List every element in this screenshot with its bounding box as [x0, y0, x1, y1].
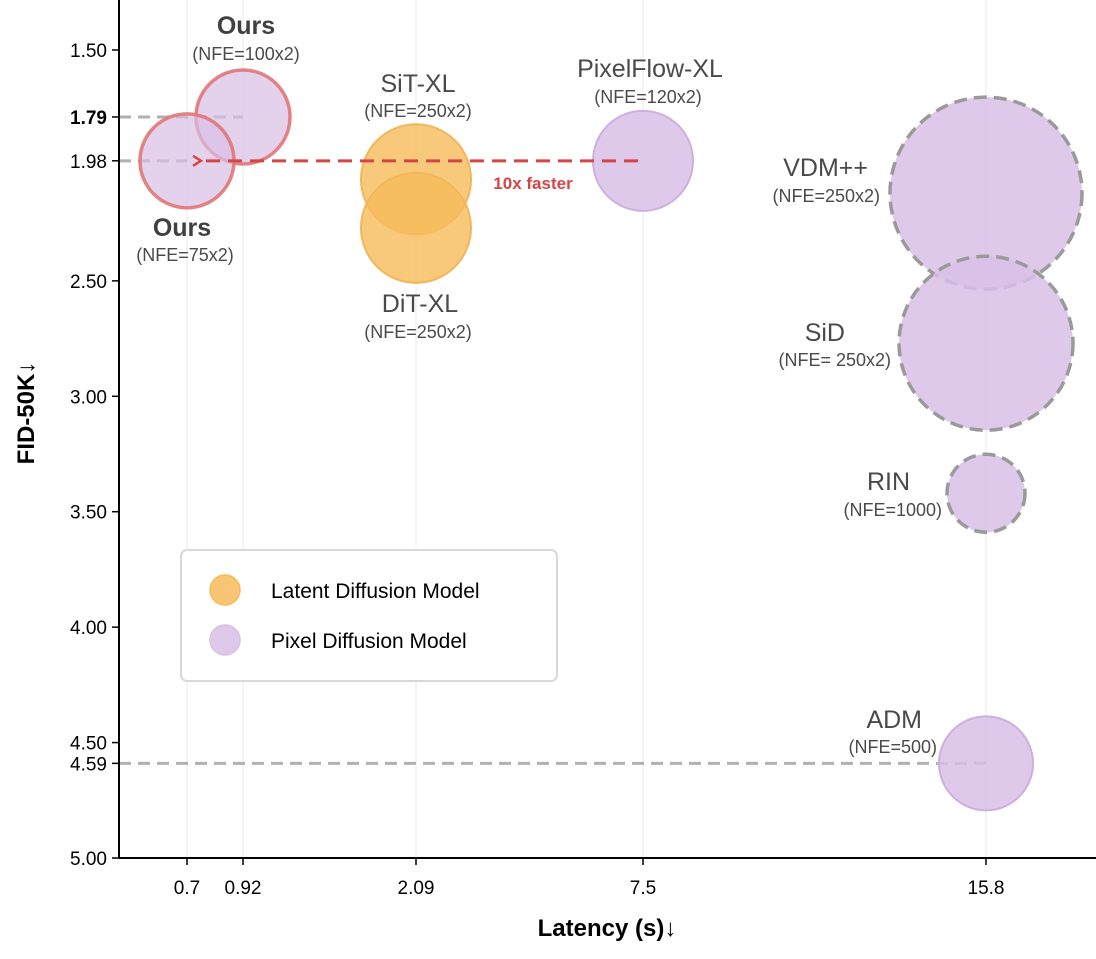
- y-axis-title: FID-50K↓: [13, 362, 40, 465]
- bubble-sid: [897, 254, 1075, 432]
- x-tick-label: 0.7: [174, 878, 200, 899]
- point-label-sid: SiD: [805, 319, 845, 347]
- legend-layer: Latent Diffusion Model Pixel Diffusion Mo…: [180, 549, 558, 682]
- point-label-sit-xl: SiT-XL: [380, 70, 455, 98]
- point-label-vdm: VDM++: [783, 154, 868, 182]
- point-label-dit-xl: DiT-XL: [382, 290, 459, 318]
- y-tick-label: 1.98: [70, 152, 107, 173]
- legend-label: Latent Diffusion Model: [271, 580, 480, 603]
- bubble-rin: [945, 452, 1027, 535]
- legend-marker: [209, 624, 241, 656]
- point-nfe-adm: (NFE=500): [848, 737, 937, 757]
- x-tick-label: 0.92: [225, 878, 262, 899]
- point-nfe-ours: (NFE=100x2): [192, 44, 300, 64]
- point-nfe-sid: (NFE= 250x2): [778, 350, 891, 370]
- x-tick-label: 15.8: [968, 878, 1005, 899]
- axes-layer: 1.50 1.79 1.98 2.50 3.00 3.50 4.00 4.504.59 5.00…: [13, 0, 1096, 942]
- legend-box: [180, 549, 558, 682]
- y-tick-label: 1.50: [70, 41, 107, 62]
- point-nfe-pixelflow-xl: (NFE=120x2): [594, 87, 702, 107]
- bubble-dit-xl: [360, 171, 472, 284]
- x-axis-title: Latency (s)↓: [538, 915, 677, 942]
- point-nfe-sit-xl: (NFE=250x2): [364, 101, 472, 121]
- y-tick-label: 1.79: [70, 108, 107, 129]
- point-label-adm: ADM: [866, 706, 922, 734]
- point-nfe-vdm: (NFE=250x2): [772, 186, 880, 206]
- legend-marker: [209, 574, 241, 606]
- y-tick-label: 2.50: [70, 272, 107, 293]
- point-nfe-dit-xl: (NFE=250x2): [364, 322, 472, 342]
- point-label-pixelflow-xl: PixelFlow-XL: [577, 55, 723, 83]
- point-nfe-rin: (NFE=1000): [843, 500, 942, 520]
- point-label-rin: RIN: [867, 468, 910, 496]
- x-tick-label: 7.5: [630, 878, 656, 899]
- point-label-ours: Ours: [217, 12, 275, 40]
- bubbles-layer: [138, 68, 1084, 812]
- y-tick-label: 5.00: [70, 849, 107, 870]
- point-label-ours: Ours: [153, 214, 211, 242]
- y-tick-label: 3.00: [70, 387, 107, 408]
- y-tick-label: 4.00: [70, 618, 107, 639]
- y-tick-label: 3.50: [70, 503, 107, 524]
- x-tick-label: 2.09: [398, 878, 435, 899]
- bubble-adm: [938, 715, 1034, 812]
- y-tick-label: 4.50: [70, 734, 107, 755]
- speedup-label: 10x faster: [493, 174, 573, 193]
- y-tick-label: 4.59: [70, 754, 107, 775]
- point-nfe-ours: (NFE=75x2): [136, 245, 234, 265]
- annotation-layer: 10x faster: [201, 161, 638, 193]
- legend-label: Pixel Diffusion Model: [271, 630, 467, 653]
- labels-layer: Ours (NFE=100x2) Ours (NFE=75x2) SiT-XL (NFE=…: [136, 12, 942, 757]
